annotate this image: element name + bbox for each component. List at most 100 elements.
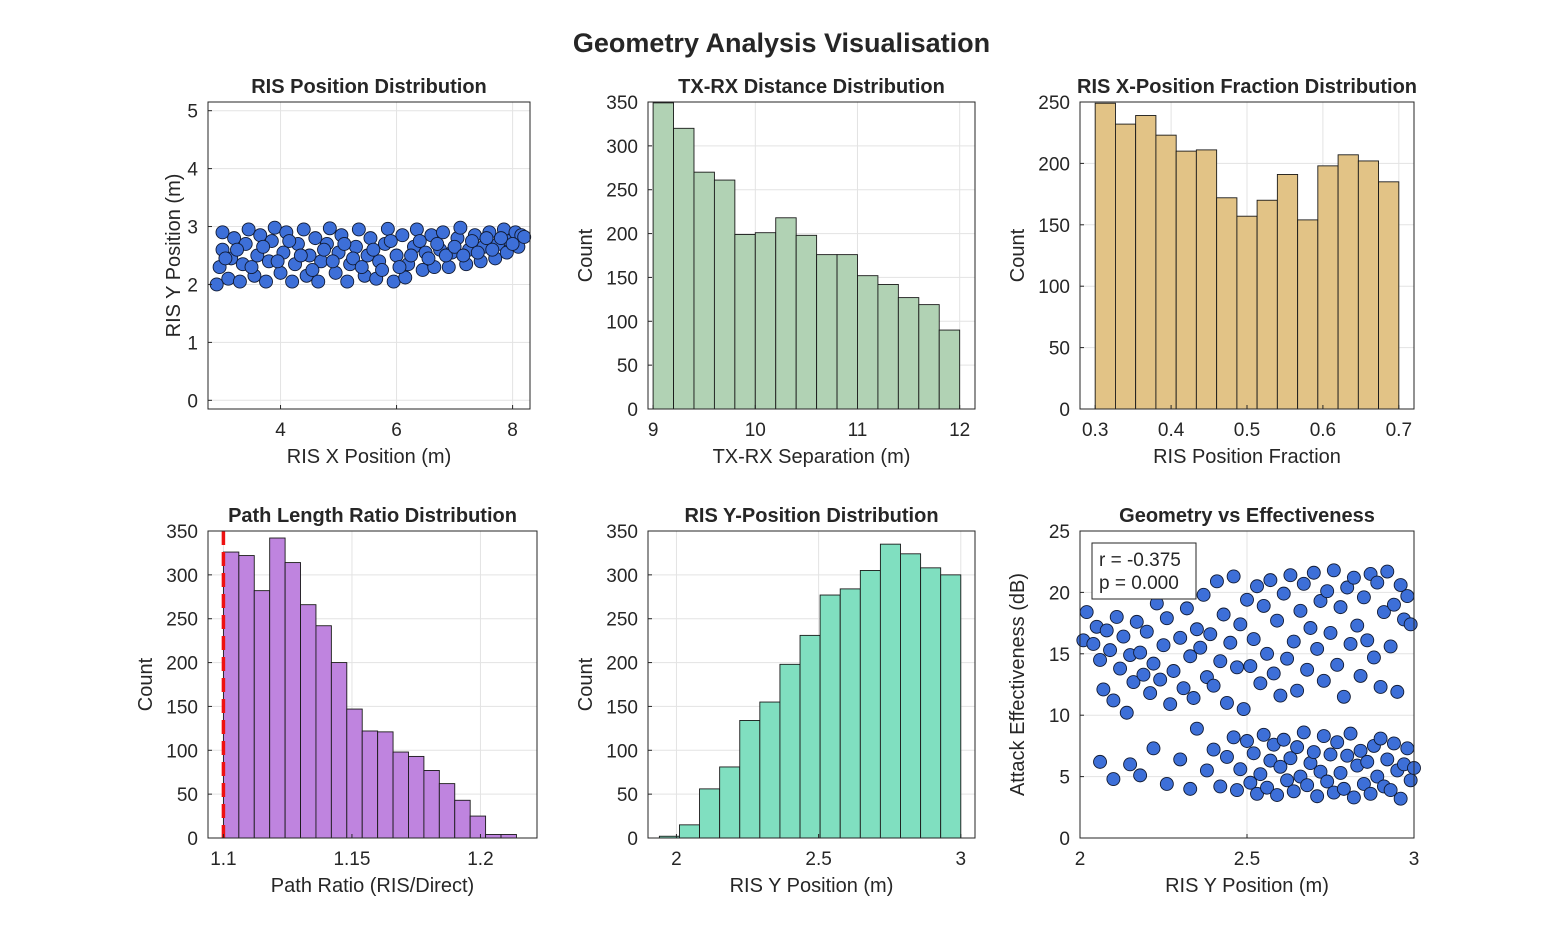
scatter-point xyxy=(1213,654,1228,669)
scatter-point xyxy=(398,270,413,285)
x-tick-label: 9 xyxy=(648,420,659,441)
scatter-point xyxy=(1173,630,1188,645)
scatter-point xyxy=(436,225,450,240)
x-tick-label: 0.4 xyxy=(1158,420,1185,441)
y-tick-label: 10 xyxy=(1049,706,1070,727)
scatter-point xyxy=(494,231,508,246)
y-tick-label: 50 xyxy=(617,356,638,377)
scatter-point xyxy=(1243,659,1258,674)
scatter-point xyxy=(285,274,300,289)
y-tick-label: 0 xyxy=(627,829,638,850)
scatter-point xyxy=(1403,617,1418,632)
y-tick-label: 0 xyxy=(627,400,638,421)
scatter-point xyxy=(1350,618,1365,633)
x-tick-label: 2 xyxy=(1075,849,1086,870)
scatter-point xyxy=(1370,575,1385,590)
scatter-point xyxy=(1220,695,1234,710)
scatter-point xyxy=(366,242,381,257)
scatter-point xyxy=(1380,752,1395,767)
scatter-point xyxy=(1333,600,1348,615)
scatter-point xyxy=(479,231,494,246)
y-tick-label: 300 xyxy=(606,137,638,158)
scatter-point xyxy=(456,248,471,263)
scatter-point xyxy=(1129,614,1144,629)
scatter-point xyxy=(1393,791,1408,806)
scatter-point xyxy=(1133,645,1148,660)
y-tick-label: 150 xyxy=(1038,216,1070,237)
scatter-point xyxy=(1236,702,1251,717)
x-tick-label: 0.3 xyxy=(1082,420,1108,441)
scatter-point xyxy=(1086,637,1101,651)
x-tick-label: 2.5 xyxy=(1234,849,1260,870)
scatter-point xyxy=(447,239,462,254)
scatter-point xyxy=(346,251,360,266)
scatter-point xyxy=(1370,769,1385,784)
chart-title: Path Length Ratio Distribution xyxy=(228,505,517,527)
figure-title: Geometry Analysis Visualisation xyxy=(572,28,991,58)
scatter-point xyxy=(1106,693,1121,708)
chart-title: Geometry vs Effectiveness xyxy=(1119,505,1375,527)
scatter-point xyxy=(351,222,366,237)
scatter-point xyxy=(392,260,407,275)
scatter-point xyxy=(1380,564,1395,579)
y-tick-label: 0 xyxy=(1059,829,1070,850)
scatter-point xyxy=(1189,721,1204,736)
x-tick-label: 1.2 xyxy=(467,849,493,870)
x-tick-label: 4 xyxy=(275,420,286,441)
scatter-point xyxy=(1336,781,1351,796)
scatter-point xyxy=(1243,775,1258,790)
scatter-point xyxy=(1133,768,1148,783)
x-tick-label: 0.7 xyxy=(1386,420,1412,441)
scatter-point xyxy=(1159,777,1174,791)
y-tick-label: 250 xyxy=(1038,93,1070,114)
scatter-point xyxy=(1286,634,1301,649)
scatter-point xyxy=(1139,624,1154,639)
scatter-point xyxy=(1383,639,1398,654)
scatter-point xyxy=(1346,570,1361,585)
x-tick-label: 2.5 xyxy=(805,849,831,870)
annotation-box xyxy=(1091,542,1197,600)
y-tick-label: 100 xyxy=(606,741,638,762)
scatter-point xyxy=(354,260,369,275)
scatter-point xyxy=(1376,605,1391,619)
y-axis-label: Attack Effectiveness (dB) xyxy=(1007,573,1029,796)
x-tick-label: 0.5 xyxy=(1234,420,1260,441)
y-tick-label: 50 xyxy=(1049,339,1070,360)
scatter-point xyxy=(1316,673,1331,688)
scatter-point xyxy=(1333,765,1348,780)
scatter-point xyxy=(1313,594,1328,608)
scatter-point xyxy=(1240,592,1254,607)
scatter-point xyxy=(1400,589,1415,604)
x-tick-label: 10 xyxy=(745,420,766,441)
scatter-point xyxy=(1106,772,1121,787)
x-axis-label: RIS Y Position (m) xyxy=(730,875,894,897)
x-axis-label: RIS Y Position (m) xyxy=(1165,875,1329,897)
scatter-point xyxy=(1356,590,1371,605)
y-tick-label: 200 xyxy=(166,654,198,675)
x-tick-label: 0.6 xyxy=(1310,420,1336,441)
scatter-point xyxy=(1373,731,1388,746)
scatter-point xyxy=(1136,667,1151,682)
scatter-point xyxy=(465,234,479,248)
scatter-point xyxy=(1220,750,1234,764)
y-tick-label: 5 xyxy=(1059,768,1070,789)
y-tick-label: 200 xyxy=(606,225,638,246)
y-tick-label: 300 xyxy=(166,566,198,587)
scatter-point xyxy=(1390,684,1405,699)
scatter-point xyxy=(1256,727,1271,742)
scatter-point xyxy=(1179,601,1194,616)
y-tick-label: 150 xyxy=(606,268,638,289)
y-axis-label: Count xyxy=(575,657,597,711)
scatter-point xyxy=(1163,697,1178,712)
scatter-point xyxy=(322,221,337,236)
y-tick-label: 200 xyxy=(1038,154,1070,175)
y-axis-label: Count xyxy=(575,228,597,282)
scatter-point xyxy=(1300,778,1315,793)
scatter-point xyxy=(232,274,247,289)
scatter-point xyxy=(1320,584,1335,599)
y-tick-label: 100 xyxy=(1038,277,1070,298)
